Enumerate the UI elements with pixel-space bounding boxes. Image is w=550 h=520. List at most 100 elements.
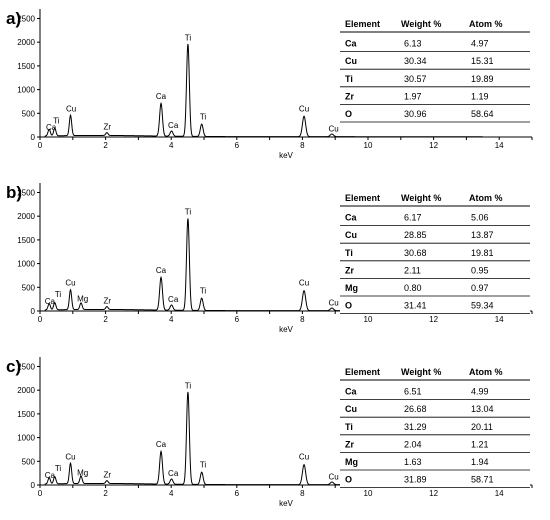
peak-label-ca: Ca [156,266,167,275]
peak-label-ti: Ti [200,286,207,295]
table-value-cell: 2.11 [404,265,421,275]
panel-label: a) [6,9,21,28]
y-tick-label: 2000 [17,386,35,395]
peak-label-ca: Ca [168,121,179,130]
table-element-cell: Cu [345,404,357,414]
x-tick-label: 2 [103,141,108,150]
x-tick-label: 6 [235,141,240,150]
x-tick-label: 0 [38,489,43,498]
peak-label-cu: Cu [65,278,75,287]
peak-label-ti: Ti [200,112,207,121]
x-tick-label: 0 [38,141,43,150]
table-element-cell: Ca [345,39,357,49]
table-element-cell: Cu [345,230,357,240]
y-tick-label: 2000 [17,212,35,221]
table-value-cell: 6.13 [404,39,422,49]
table-value-cell: 1.97 [404,91,422,101]
peak-label-ti: Ti [55,464,62,473]
peak-label-ca: Ca [45,471,56,480]
y-tick-label: 1500 [17,62,35,71]
table-element-cell: O [345,109,352,119]
table-element-cell: Mg [345,457,358,467]
composition-table: Element Weight % Atom % Ca 6.51 4.99 Cu 26.68 13… [340,361,530,490]
table-element-cell: Ti [345,422,353,432]
table-header: Element [345,19,380,29]
table-element-cell: Ti [345,74,353,84]
peak-label-cu: Cu [328,124,338,133]
table-value-cell: 31.29 [404,422,427,432]
table-value-cell: 26.68 [404,404,427,414]
y-tick-label: 2500 [17,14,35,23]
table-value-cell: 59.34 [471,301,494,311]
x-tick-label: 8 [300,315,305,324]
table-background [340,361,530,490]
peak-label-cu: Cu [328,298,338,307]
table-value-cell: 1.94 [471,457,489,467]
table-element-cell: O [345,475,352,485]
x-tick-label: 14 [495,315,504,324]
table-value-cell: 30.34 [404,56,427,66]
table-value-cell: 15.31 [471,56,494,66]
y-tick-label: 1000 [17,434,35,443]
x-tick-label: 6 [235,489,240,498]
table-header: Atom % [469,19,503,29]
table-value-cell: 19.89 [471,74,494,84]
y-tick-label: 0 [31,307,36,316]
table-value-cell: 30.96 [404,109,427,119]
x-tick-label: 6 [235,315,240,324]
x-axis-title: keV [279,499,293,508]
table-element-cell: Ca [345,387,357,397]
table-value-cell: 13.04 [471,404,494,414]
peak-label-cu: Cu [299,452,309,461]
peak-label-cu: Cu [328,472,338,481]
x-tick-label: 2 [103,315,108,324]
peak-label-cu: Cu [65,452,75,461]
peak-label-cu: Cu [66,104,76,113]
x-tick-label: 12 [429,489,438,498]
table-element-cell: Zr [345,91,354,101]
table-value-cell: 1.19 [471,91,489,101]
y-tick-label: 0 [31,133,36,142]
peak-label-cu: Cu [299,104,309,113]
table-background [340,187,530,316]
table-value-cell: 4.99 [471,387,489,397]
table-header: Weight % [401,367,441,377]
table-value-cell: 6.17 [404,213,422,223]
x-tick-label: 10 [364,489,373,498]
peak-label-ti: Ti [55,290,62,299]
peak-label-ti: Ti [185,33,192,42]
x-tick-label: 12 [429,141,438,150]
table-value-cell: 6.51 [404,387,422,397]
y-tick-label: 2500 [17,188,35,197]
table-value-cell: 30.57 [404,74,427,84]
peak-label-ca: Ca [45,297,56,306]
peak-label-ti: Ti [185,381,192,390]
panel-label: b) [6,183,22,202]
spectrum-line [44,43,483,138]
peak-label-ca: Ca [156,440,167,449]
table-element-cell: Cu [345,56,357,66]
table-element-cell: Zr [345,439,354,449]
x-tick-label: 12 [429,315,438,324]
table-value-cell: 20.11 [471,422,493,432]
peak-label-mg: Mg [77,295,88,304]
peak-label-ca: Ca [156,92,167,101]
peak-label-zr: Zr [103,296,111,305]
table-header: Element [345,367,380,377]
composition-table: Element Weight % Atom % Ca 6.13 4.97 Cu 30.34 15… [340,13,530,124]
table-value-cell: 0.80 [404,283,422,293]
panel-label: c) [6,357,21,376]
peak-label-zr: Zr [103,470,111,479]
peak-label-ca: Ca [46,123,57,132]
x-tick-label: 10 [364,141,373,150]
table-value-cell: 0.95 [471,265,489,275]
x-tick-label: 14 [495,141,504,150]
y-tick-label: 2000 [17,38,35,47]
x-tick-label: 2 [103,489,108,498]
table-value-cell: 0.97 [471,283,489,293]
table-value-cell: 13.87 [471,230,494,240]
y-tick-label: 500 [22,457,36,466]
